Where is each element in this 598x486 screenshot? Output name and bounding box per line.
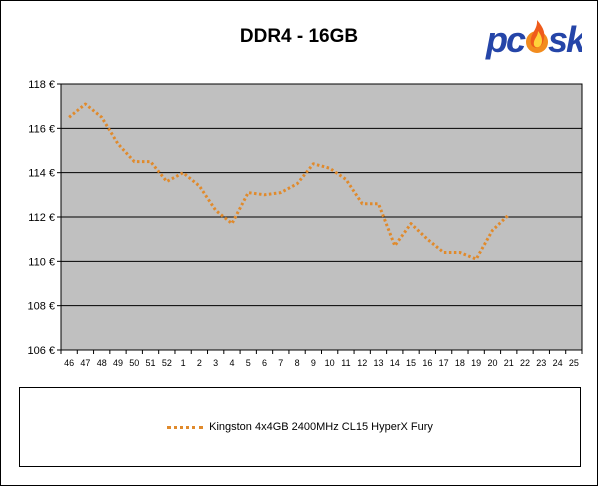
x-tick-label: 21	[504, 358, 514, 368]
x-tick-label: 23	[536, 358, 546, 368]
x-tick-label: 52	[162, 358, 172, 368]
pcosk-logo: pc sk	[485, 19, 582, 60]
x-tick-label: 22	[520, 358, 530, 368]
flame-icon	[526, 20, 548, 53]
y-tick-label: 118 €	[28, 79, 55, 91]
x-tick-label: 15	[406, 358, 416, 368]
y-tick-label: 112 €	[28, 212, 55, 224]
x-tick-label: 16	[422, 358, 432, 368]
x-tick-label: 3	[213, 358, 218, 368]
x-tick-label: 12	[357, 358, 367, 368]
x-tick-label: 49	[113, 358, 123, 368]
y-tick-label: 114 €	[28, 168, 55, 180]
x-tick-label: 20	[487, 358, 497, 368]
x-tick-label: 6	[262, 358, 267, 368]
legend: Kingston 4x4GB 2400MHz CL15 HyperX Fury	[19, 387, 581, 467]
x-tick-label: 18	[455, 358, 465, 368]
x-tick-label: 2	[197, 358, 202, 368]
x-tick-label: 10	[325, 358, 335, 368]
x-tick-label: 25	[569, 358, 579, 368]
x-tick-label: 9	[311, 358, 316, 368]
x-tick-label: 50	[129, 358, 139, 368]
chart-title: DDR4 - 16GB	[239, 26, 359, 47]
x-tick-label: 4	[229, 358, 234, 368]
x-tick-label: 51	[146, 358, 156, 368]
x-tick-label: 48	[97, 358, 107, 368]
svg-text:sk: sk	[548, 19, 582, 60]
x-tick-label: 24	[553, 358, 563, 368]
x-tick-label: 7	[278, 358, 283, 368]
y-tick-label: 108 €	[27, 301, 55, 313]
legend-label: Kingston 4x4GB 2400MHz CL15 HyperX Fury	[209, 421, 433, 433]
x-tick-label: 17	[439, 358, 449, 368]
x-tick-label: 13	[373, 358, 383, 368]
x-tick-label: 14	[390, 358, 400, 368]
x-tick-label: 11	[341, 358, 350, 368]
series-line	[68, 102, 510, 261]
x-tick-label: 19	[471, 358, 481, 368]
x-tick-label: 8	[295, 358, 300, 368]
svg-text:pc: pc	[485, 19, 526, 60]
x-tick-label: 1	[181, 358, 186, 368]
x-tick-label: 5	[246, 358, 251, 368]
line-chart: 106 €108 €110 €112 €114 €116 €118 €46 47 4…	[27, 79, 583, 368]
x-tick-label: 47	[80, 358, 90, 368]
x-tick-label: 46	[64, 358, 74, 368]
legend-swatch	[167, 425, 204, 429]
y-tick-label: 106 €	[27, 345, 55, 357]
y-tick-label: 116 €	[28, 123, 55, 135]
y-tick-label: 110 €	[28, 256, 55, 268]
